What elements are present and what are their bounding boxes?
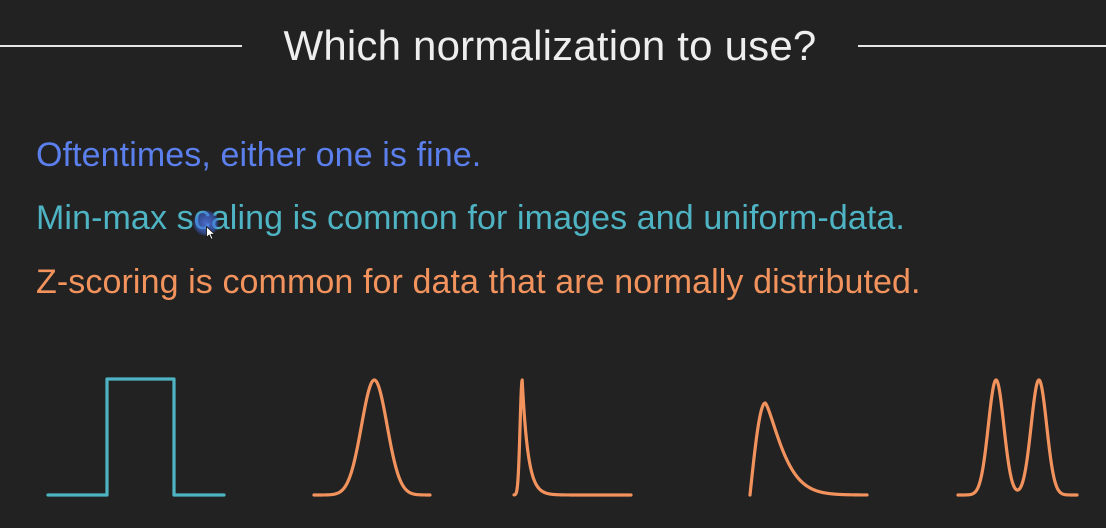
distribution-illustrations xyxy=(46,377,1079,497)
slide-title: Which normalization to use? xyxy=(283,22,817,69)
skewed-spike-curve-icon xyxy=(512,378,633,497)
text-line-either-fine: Oftentimes, either one is fine. xyxy=(36,136,482,174)
title-bar: Which normalization to use? xyxy=(0,18,1106,74)
title-rule-left xyxy=(0,45,242,47)
right-skewed-curve-icon xyxy=(748,401,869,497)
normal-distribution-curve-icon xyxy=(312,378,432,497)
cursor-highlight xyxy=(193,210,219,236)
bimodal-curve-icon xyxy=(956,378,1079,497)
mouse-pointer-icon xyxy=(206,226,216,240)
text-line-min-max: Min-max scaling is common for images and… xyxy=(36,199,905,237)
uniform-distribution-curve-icon xyxy=(46,377,226,497)
text-line-z-scoring: Z-scoring is common for data that are no… xyxy=(36,263,921,301)
title-rule-right xyxy=(858,45,1106,47)
